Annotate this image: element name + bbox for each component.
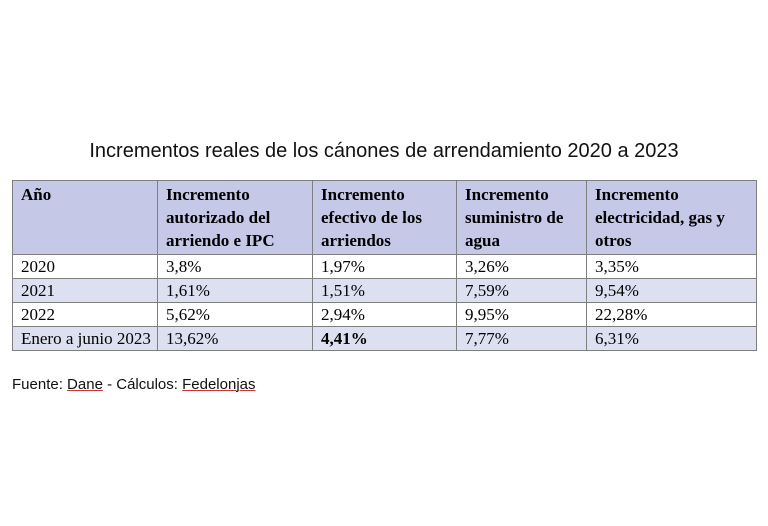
header-year: Año bbox=[12, 180, 158, 255]
cell-effective: 4,41% bbox=[312, 326, 457, 351]
cell-electricity: 9,54% bbox=[586, 278, 757, 303]
cell-effective: 1,97% bbox=[312, 254, 457, 279]
source-middle: - Cálculos: bbox=[102, 376, 183, 393]
source-prefix: Fuente: bbox=[12, 376, 68, 393]
header-effective-increase: Incremento efectivo de los arriendos bbox=[312, 180, 457, 255]
cell-authorized: 5,62% bbox=[157, 302, 313, 327]
table-row: 2021 1,61% 1,51% 7,59% 9,54% bbox=[12, 278, 757, 303]
cell-year: 2022 bbox=[12, 302, 158, 327]
cell-water: 3,26% bbox=[456, 254, 587, 279]
cell-year: Enero a junio 2023 bbox=[12, 326, 158, 351]
cell-authorized: 3,8% bbox=[157, 254, 313, 279]
cell-year: 2021 bbox=[12, 278, 158, 303]
cell-water: 7,59% bbox=[456, 278, 587, 303]
cell-electricity: 3,35% bbox=[586, 254, 757, 279]
table-title: Incrementos reales de los cánones de arr… bbox=[89, 140, 679, 162]
source-org-fedelonjas: Fedelonjas bbox=[182, 376, 256, 393]
cell-authorized: 13,62% bbox=[157, 326, 313, 351]
cell-electricity: 6,31% bbox=[586, 326, 757, 351]
table-header-row: Año Incremento autorizado del arriendo e… bbox=[12, 180, 757, 255]
table-row: 2022 5,62% 2,94% 9,95% 22,28% bbox=[12, 302, 757, 327]
cell-effective: 1,51% bbox=[312, 278, 457, 303]
cell-water: 9,95% bbox=[456, 302, 587, 327]
header-water-increase: Incremento suministro de agua bbox=[456, 180, 587, 255]
table-row: Enero a junio 2023 13,62% 4,41% 7,77% 6,… bbox=[12, 326, 757, 351]
cell-electricity: 22,28% bbox=[586, 302, 757, 327]
cell-effective: 2,94% bbox=[312, 302, 457, 327]
header-electricity-increase: Incremento electricidad, gas y otros bbox=[586, 180, 757, 255]
cell-water: 7,77% bbox=[456, 326, 587, 351]
cell-authorized: 1,61% bbox=[157, 278, 313, 303]
data-table: Año Incremento autorizado del arriendo e… bbox=[12, 180, 757, 351]
cell-year: 2020 bbox=[12, 254, 158, 279]
header-authorized-increase: Incremento autorizado del arriendo e IPC bbox=[157, 180, 313, 255]
table-row: 2020 3,8% 1,97% 3,26% 3,35% bbox=[12, 254, 757, 279]
source-note: Fuente: Dane - Cálculos: Fedelonjas bbox=[12, 376, 256, 393]
source-org-dane: Dane bbox=[67, 376, 103, 393]
